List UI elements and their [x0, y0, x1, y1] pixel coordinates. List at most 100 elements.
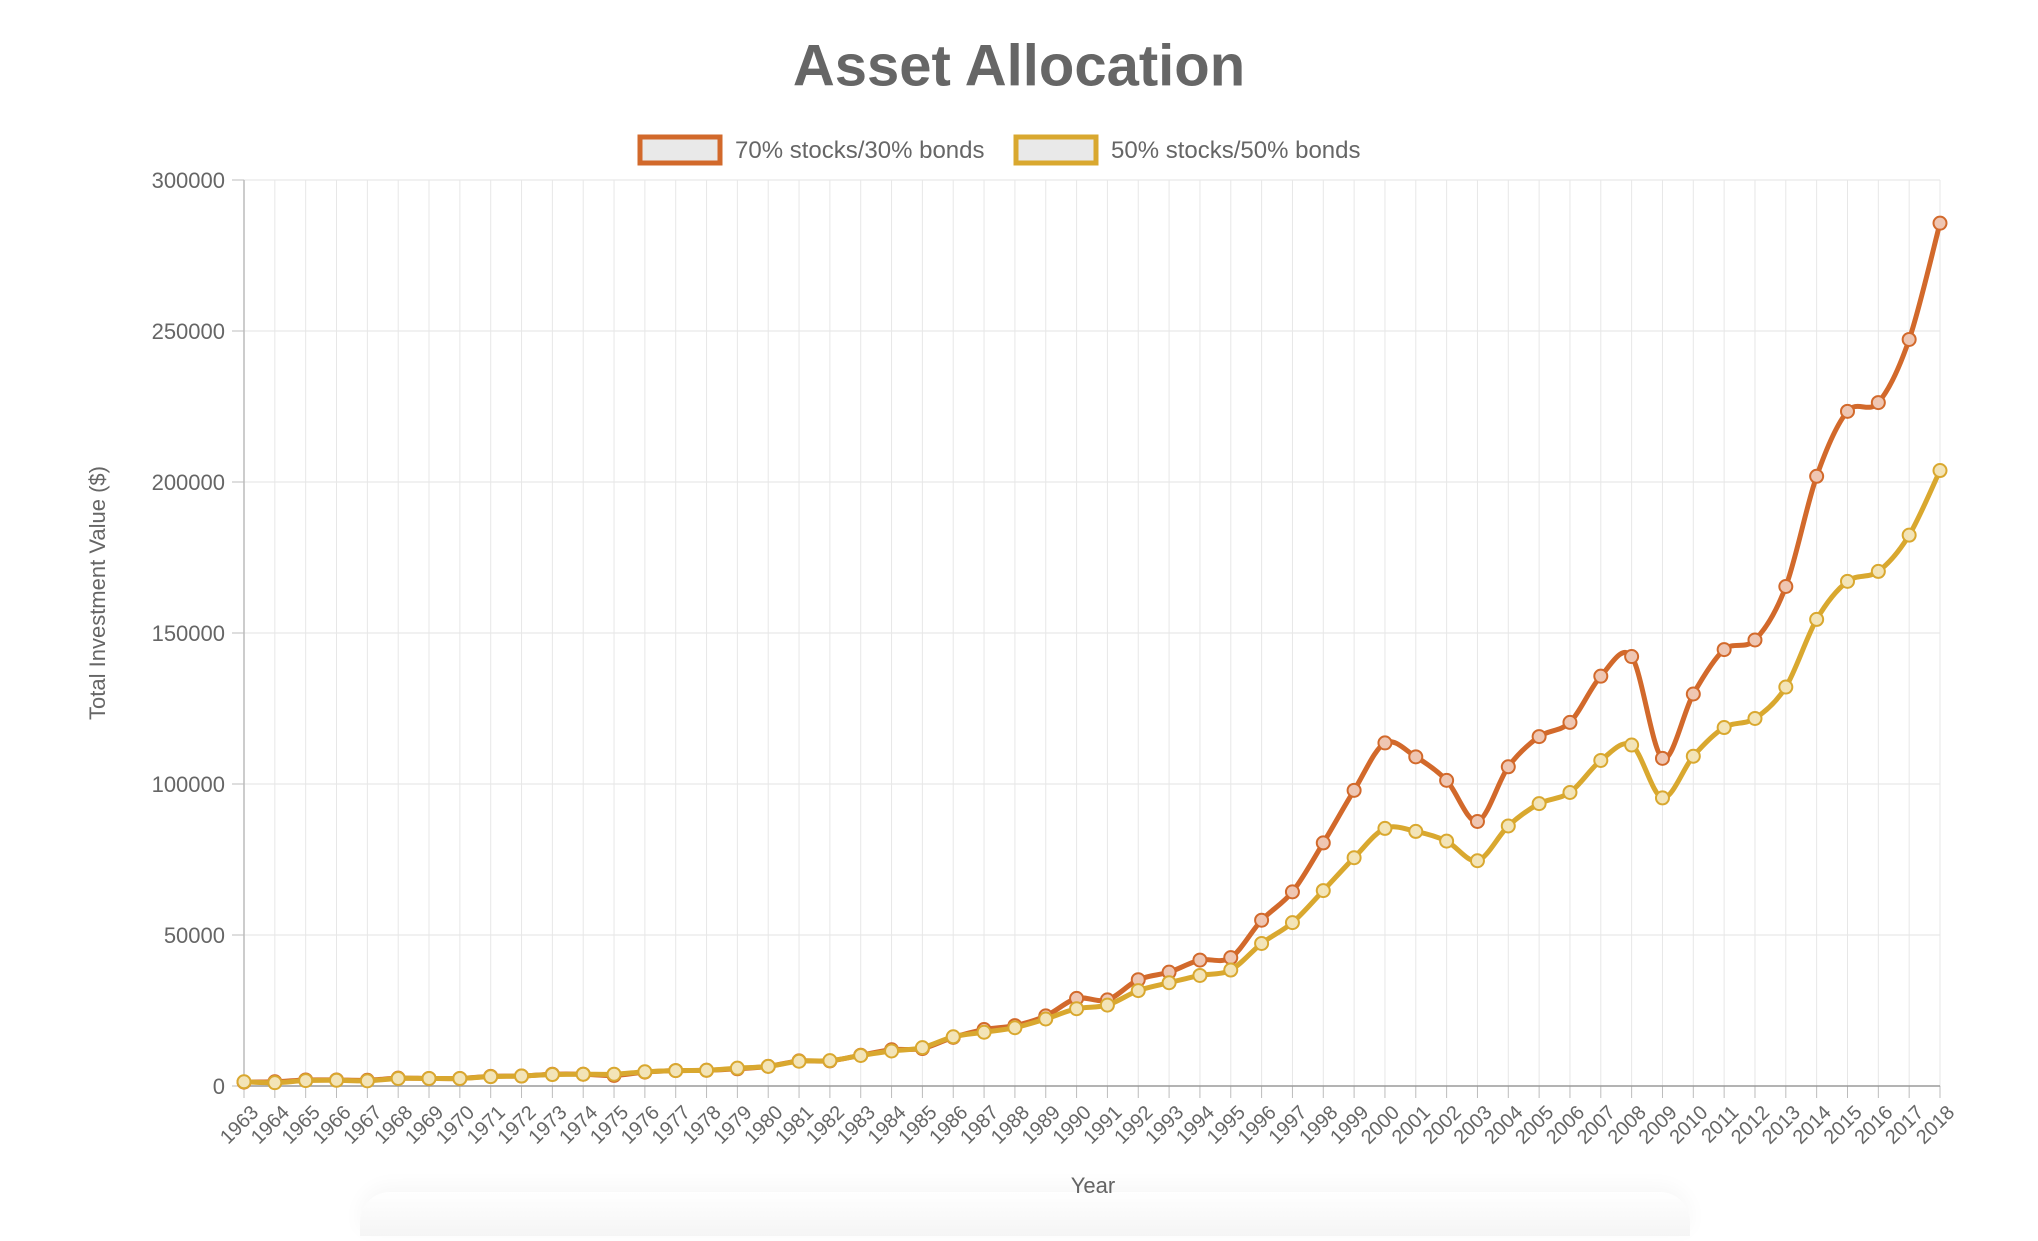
data-point[interactable] — [329, 1072, 345, 1088]
data-point[interactable] — [1469, 853, 1485, 869]
data-point[interactable] — [1500, 759, 1516, 775]
data-point[interactable] — [1901, 331, 1917, 347]
legend: 70% stocks/30% bonds 50% stocks/50% bonds — [637, 134, 1360, 166]
legend-swatch — [1013, 134, 1099, 166]
legend-label: 50% stocks/50% bonds — [1111, 137, 1360, 164]
data-point[interactable] — [1932, 215, 1948, 231]
data-point[interactable] — [1593, 668, 1609, 684]
data-point[interactable] — [1223, 950, 1239, 966]
y-axis-title: Total Investment Value ($) — [85, 466, 110, 720]
data-point[interactable] — [1192, 967, 1208, 983]
series-line — [241, 468, 1943, 1086]
data-point[interactable] — [390, 1070, 406, 1086]
data-point[interactable] — [1500, 818, 1516, 834]
data-point[interactable] — [1439, 772, 1455, 788]
data-point[interactable] — [884, 1043, 900, 1059]
data-point[interactable] — [1685, 686, 1701, 702]
data-point[interactable] — [1038, 1011, 1054, 1027]
axes: 0500001000001500002000002500003000001963… — [152, 168, 1960, 1149]
data-point[interactable] — [1377, 820, 1393, 836]
bottom-shadow — [360, 1192, 1690, 1236]
y-tick-label: 150000 — [152, 621, 225, 646]
data-point[interactable] — [1254, 912, 1270, 928]
series-line — [241, 220, 1943, 1085]
data-point[interactable] — [822, 1053, 838, 1069]
data-point[interactable] — [606, 1066, 622, 1082]
data-point[interactable] — [914, 1040, 930, 1056]
data-point[interactable] — [1778, 578, 1794, 594]
data-point[interactable] — [1870, 395, 1886, 411]
y-tick-label: 300000 — [152, 168, 225, 193]
grid-lines — [243, 179, 1941, 1087]
data-point[interactable] — [1778, 679, 1794, 695]
data-point[interactable] — [1284, 915, 1300, 931]
data-point[interactable] — [1932, 463, 1948, 479]
data-point[interactable] — [1469, 813, 1485, 829]
data-point[interactable] — [1439, 833, 1455, 849]
data-point[interactable] — [976, 1024, 992, 1040]
data-point[interactable] — [1377, 735, 1393, 751]
data-point[interactable] — [1130, 983, 1146, 999]
data-point[interactable] — [1007, 1020, 1023, 1036]
y-tick-label: 0 — [213, 1074, 225, 1099]
y-tick-label: 200000 — [152, 470, 225, 495]
data-point[interactable] — [1069, 1001, 1085, 1017]
data-point[interactable] — [575, 1066, 591, 1082]
data-point[interactable] — [1654, 790, 1670, 806]
data-point[interactable] — [1839, 403, 1855, 419]
data-point[interactable] — [1531, 729, 1547, 745]
data-point[interactable] — [298, 1073, 314, 1089]
data-point[interactable] — [1408, 823, 1424, 839]
data-point[interactable] — [452, 1070, 468, 1086]
data-point[interactable] — [668, 1063, 684, 1079]
data-point[interactable] — [1685, 748, 1701, 764]
data-point[interactable] — [699, 1062, 715, 1078]
data-point[interactable] — [1099, 997, 1115, 1013]
data-point[interactable] — [853, 1047, 869, 1063]
data-point[interactable] — [267, 1075, 283, 1091]
data-point[interactable] — [1809, 611, 1825, 627]
data-point[interactable] — [1315, 883, 1331, 899]
data-point[interactable] — [1223, 962, 1239, 978]
data-point[interactable] — [421, 1070, 437, 1086]
legend-item-1[interactable]: 70% stocks/30% bonds — [637, 134, 984, 166]
legend-label: 70% stocks/30% bonds — [735, 137, 984, 164]
data-point[interactable] — [1716, 720, 1732, 736]
data-point[interactable] — [1562, 784, 1578, 800]
data-point[interactable] — [729, 1060, 745, 1076]
data-point[interactable] — [1624, 649, 1640, 665]
chart-title: Asset Allocation — [793, 33, 1245, 98]
data-point[interactable] — [637, 1064, 653, 1080]
data-point[interactable] — [544, 1067, 560, 1083]
data-point[interactable] — [1192, 952, 1208, 968]
data-point[interactable] — [1408, 749, 1424, 765]
data-point[interactable] — [1161, 975, 1177, 991]
data-point[interactable] — [1624, 737, 1640, 753]
legend-swatch — [637, 134, 723, 166]
data-point[interactable] — [1593, 752, 1609, 768]
data-point[interactable] — [1870, 563, 1886, 579]
data-point[interactable] — [1839, 573, 1855, 589]
data-point[interactable] — [791, 1053, 807, 1069]
data-point[interactable] — [1346, 782, 1362, 798]
legend-item-2[interactable]: 50% stocks/50% bonds — [1013, 134, 1360, 166]
data-point[interactable] — [1315, 835, 1331, 851]
data-point[interactable] — [1346, 850, 1362, 866]
data-point[interactable] — [1716, 642, 1732, 658]
data-point[interactable] — [760, 1058, 776, 1074]
data-point[interactable] — [1809, 468, 1825, 484]
data-point[interactable] — [1901, 527, 1917, 543]
data-point[interactable] — [945, 1029, 961, 1045]
data-point[interactable] — [1284, 884, 1300, 900]
data-point[interactable] — [359, 1073, 375, 1089]
data-point[interactable] — [1747, 710, 1763, 726]
data-point[interactable] — [236, 1074, 252, 1090]
data-point[interactable] — [1254, 935, 1270, 951]
data-point[interactable] — [1531, 796, 1547, 812]
data-point[interactable] — [514, 1068, 530, 1084]
data-point[interactable] — [1654, 750, 1670, 766]
data-point[interactable] — [1562, 714, 1578, 730]
data-point[interactable] — [483, 1069, 499, 1085]
data-point[interactable] — [1747, 632, 1763, 648]
